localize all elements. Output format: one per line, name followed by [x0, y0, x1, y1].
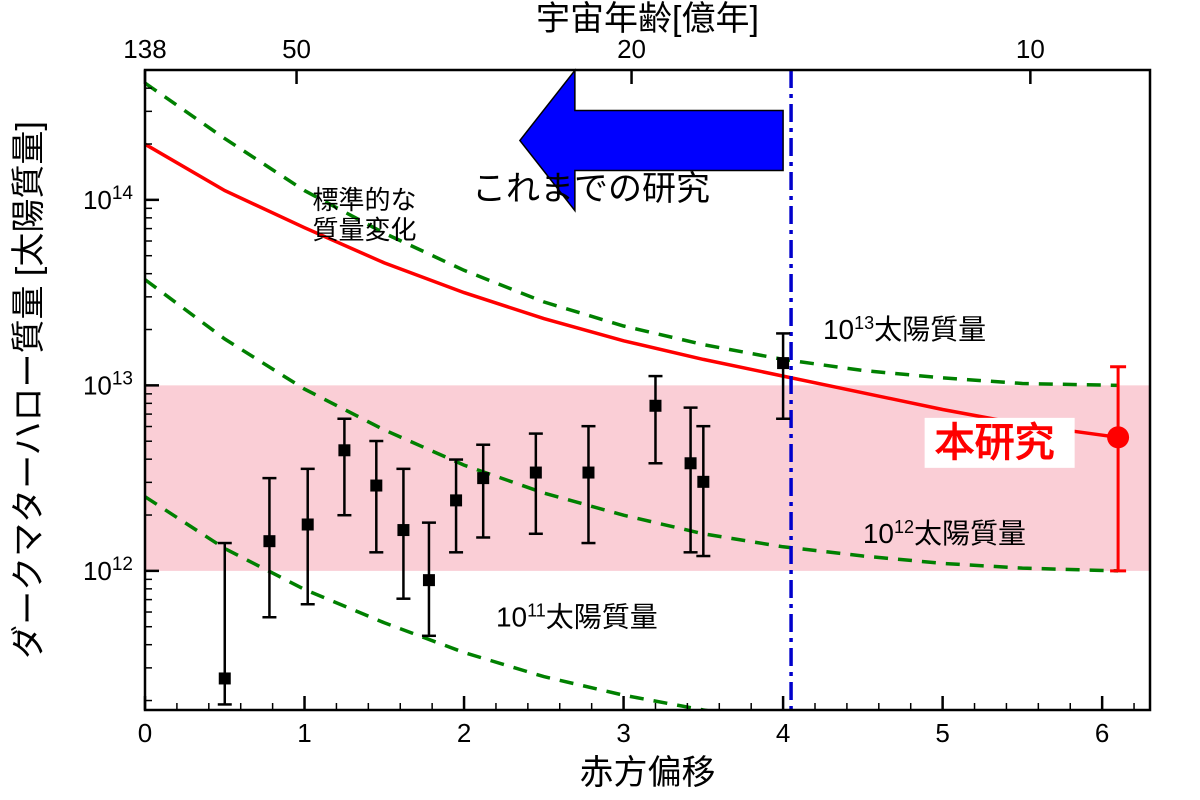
label-1e13: 1013太陽質量 — [823, 313, 986, 345]
chart-svg: これまでの研究 1013太陽質量 1012太陽質量 1011太陽質量 標準的な質量変化本… — [0, 0, 1200, 800]
label-1e12: 1012太陽質量 — [863, 517, 1026, 549]
previous-studies-label: これまでの研究 — [472, 170, 710, 208]
data-point — [477, 472, 489, 484]
label-1e11: 1011太陽質量 — [496, 601, 658, 633]
top-tick-label: 10 — [1016, 34, 1045, 64]
data-point — [302, 518, 314, 530]
y-axis-title: ダークマターハロー質量 [太陽質量] — [10, 121, 48, 659]
data-point — [697, 476, 709, 488]
data-point — [450, 494, 462, 506]
x-tick-label: 1 — [297, 718, 311, 748]
x-tick-label: 4 — [776, 718, 790, 748]
this-work-point — [1107, 426, 1129, 448]
data-point — [423, 574, 435, 586]
data-point — [370, 480, 382, 492]
data-point — [582, 467, 594, 479]
data-point — [777, 357, 789, 369]
y-tick-label: 1014 — [83, 182, 133, 215]
top-tick-label: 20 — [617, 34, 646, 64]
x-tick-label: 6 — [1095, 718, 1109, 748]
chart-container: これまでの研究 1013太陽質量 1012太陽質量 1011太陽質量 標準的な質量変化本… — [0, 0, 1200, 800]
data-point — [397, 524, 409, 536]
data-point — [263, 535, 275, 547]
x-tick-label: 3 — [616, 718, 630, 748]
y-tick-label: 1012 — [83, 553, 133, 586]
x-tick-label: 5 — [935, 718, 949, 748]
data-point — [530, 467, 542, 479]
top-tick-label: 50 — [282, 34, 311, 64]
data-point — [685, 457, 697, 469]
standard-evolution-label: 質量変化 — [313, 215, 417, 245]
top-tick-label: 138 — [123, 34, 166, 64]
data-point — [338, 444, 350, 456]
top-axis-title: 宇宙年齢[億年] — [536, 0, 759, 38]
x-axis-title: 赤方偏移 — [580, 754, 716, 792]
x-tick-label: 0 — [138, 718, 152, 748]
y-tick-label: 1013 — [83, 368, 133, 401]
x-tick-label: 2 — [457, 718, 471, 748]
data-point — [219, 672, 231, 684]
data-point — [649, 400, 661, 412]
this-work-label: 本研究 — [935, 421, 1055, 465]
standard-evolution-label: 標準的な — [313, 185, 417, 215]
